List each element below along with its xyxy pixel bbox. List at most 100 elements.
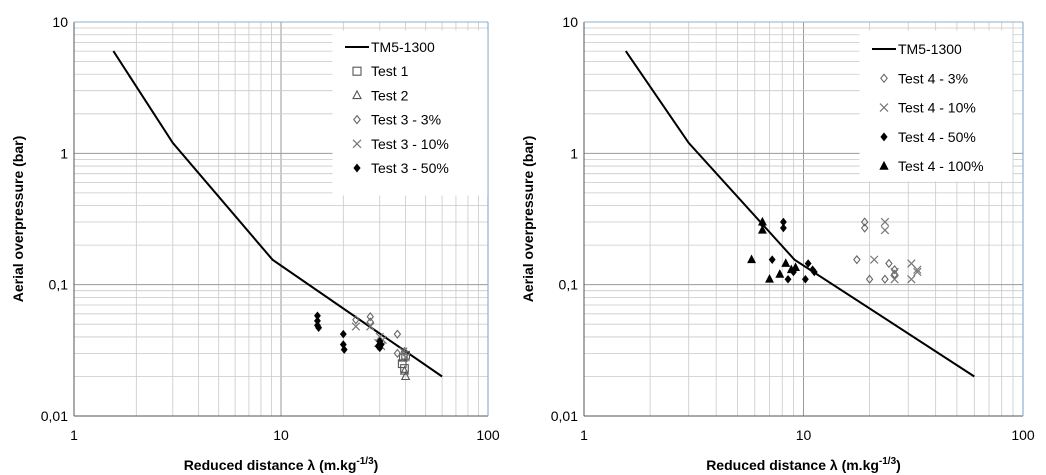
- data-point: [907, 275, 916, 284]
- x-tick-label: 10: [796, 427, 812, 443]
- legend-item-test-4-10: Test 4 - 10%: [879, 100, 976, 116]
- legend-item-test-3-10: Test 3 - 10%: [352, 136, 449, 152]
- legend-marker-swatch: [879, 103, 889, 113]
- legend-marker-swatch: [879, 160, 889, 170]
- data-point: [399, 365, 410, 375]
- data-point: [757, 224, 767, 234]
- legend-item-test-2: Test 2: [352, 87, 409, 103]
- data-point: [860, 217, 869, 227]
- x-axis-label: Reduced distance λ (m.kg-1/3): [184, 456, 379, 473]
- legend-item-tm5-1300: TM5-1300: [872, 41, 962, 57]
- data-point: [351, 322, 361, 331]
- series-test-4-50: [759, 217, 818, 284]
- y-tick-label: 0,01: [551, 408, 578, 424]
- data-point: [399, 347, 408, 356]
- data-point: [913, 267, 922, 277]
- y-tick-label: 10: [52, 14, 68, 30]
- legend: TM5-1300 Test 1 Test 2 Test 3 - 3% Test 3 - …: [332, 30, 488, 196]
- data-point: [865, 274, 874, 284]
- y-axis-label: Aerial overpressure (bar): [10, 136, 26, 303]
- data-point: [366, 312, 375, 322]
- legend-label: Test 3 - 10%: [371, 136, 449, 152]
- series-test-2: [399, 365, 411, 381]
- y-tick-label: 10: [562, 14, 578, 30]
- legend-marker-swatch: [352, 89, 362, 100]
- x-axis-label: Reduced distance λ (m.kg-1/3): [706, 456, 901, 473]
- data-point: [340, 345, 348, 354]
- data-point-b: [890, 267, 899, 277]
- legend-item-test-3-50: Test 3 - 50%: [353, 160, 449, 176]
- data-point: [315, 323, 323, 333]
- legend-item-tm5-1300: TM5-1300: [345, 39, 435, 55]
- data-point-b: [907, 275, 916, 284]
- data-point: [890, 275, 899, 284]
- data-point-b: [880, 225, 890, 235]
- legend-label: Test 4 - 3%: [898, 70, 968, 86]
- legend-marker-swatch: [352, 66, 362, 76]
- data-point: [810, 267, 818, 277]
- y-tick-label: 0,1: [49, 277, 69, 293]
- series-line-tm5-1300: [624, 50, 975, 378]
- data-point: [791, 262, 801, 271]
- legend-marker-swatch: [353, 163, 361, 173]
- legend-label: Test 4 - 10%: [898, 100, 976, 116]
- legend-marker-swatch-b: [352, 139, 362, 149]
- legend-label: Test 4 - 100%: [898, 158, 984, 174]
- data-point: [880, 225, 890, 235]
- legend-marker-swatch: [880, 132, 888, 142]
- legend-marker-swatch: [880, 73, 888, 84]
- data-point-b: [366, 322, 375, 331]
- legend-label: TM5-1300: [898, 41, 962, 57]
- chart-panel-1: 1 10 100 0,01 0,1 1 10 Reduced distance λ (m.kg…: [10, 14, 500, 473]
- data-point: [747, 254, 757, 264]
- data-point: [400, 364, 409, 373]
- data-point: [779, 223, 787, 233]
- x-tick-label: 1: [580, 427, 588, 443]
- data-point: [352, 315, 360, 325]
- data-point-b: [913, 267, 922, 277]
- data-point: [400, 370, 411, 381]
- series-test-4-100: [747, 216, 801, 283]
- legend-label: Test 1: [371, 63, 409, 79]
- chart-panel-2: 1 10 100 0,01 0,1 1 10 Reduced distance λ (m.kg…: [520, 14, 1035, 473]
- data-point-b: [890, 275, 899, 284]
- data-point-b: [913, 265, 922, 274]
- legend-item-test-3-3: Test 3 - 3%: [353, 112, 441, 128]
- legend-item-test-4-3: Test 4 - 3%: [880, 70, 968, 86]
- data-point: [784, 274, 792, 284]
- y-tick-label: 0,01: [41, 408, 68, 424]
- data-point: [775, 269, 785, 278]
- data-point: [366, 322, 375, 331]
- data-point: [801, 274, 809, 284]
- legend: TM5-1300 Test 4 - 3% Test 4 - 10% Test 4 - …: [859, 30, 1013, 182]
- legend-marker-swatch: [353, 114, 361, 125]
- data-point: [913, 265, 922, 274]
- data-point: [870, 255, 879, 264]
- data-point: [781, 258, 791, 267]
- legend-label: Test 3 - 3%: [371, 112, 441, 128]
- series-test-3-50: [314, 311, 385, 354]
- data-point: [880, 217, 890, 227]
- legend-label: TM5-1300: [371, 39, 435, 55]
- data-point: [853, 254, 861, 265]
- legend-item-test-4-100: Test 4 - 100%: [879, 158, 984, 174]
- y-tick-label: 1: [60, 145, 68, 161]
- data-point-b: [399, 347, 408, 356]
- data-point: [804, 259, 812, 268]
- data-point: [881, 274, 889, 284]
- series-tm5-1300: [624, 50, 975, 378]
- data-point: [376, 337, 384, 346]
- data-point-b: [907, 259, 916, 268]
- legend-item-test-1: Test 1: [352, 63, 409, 79]
- data-point: [890, 267, 899, 277]
- data-point: [393, 329, 402, 339]
- x-tick-label: 100: [1011, 427, 1035, 443]
- data-point: [765, 274, 774, 283]
- data-point: [401, 350, 410, 360]
- data-point: [860, 223, 869, 233]
- legend-label: Test 2: [371, 87, 409, 103]
- data-point-b: [401, 353, 410, 362]
- series-test-4-10: [870, 217, 922, 284]
